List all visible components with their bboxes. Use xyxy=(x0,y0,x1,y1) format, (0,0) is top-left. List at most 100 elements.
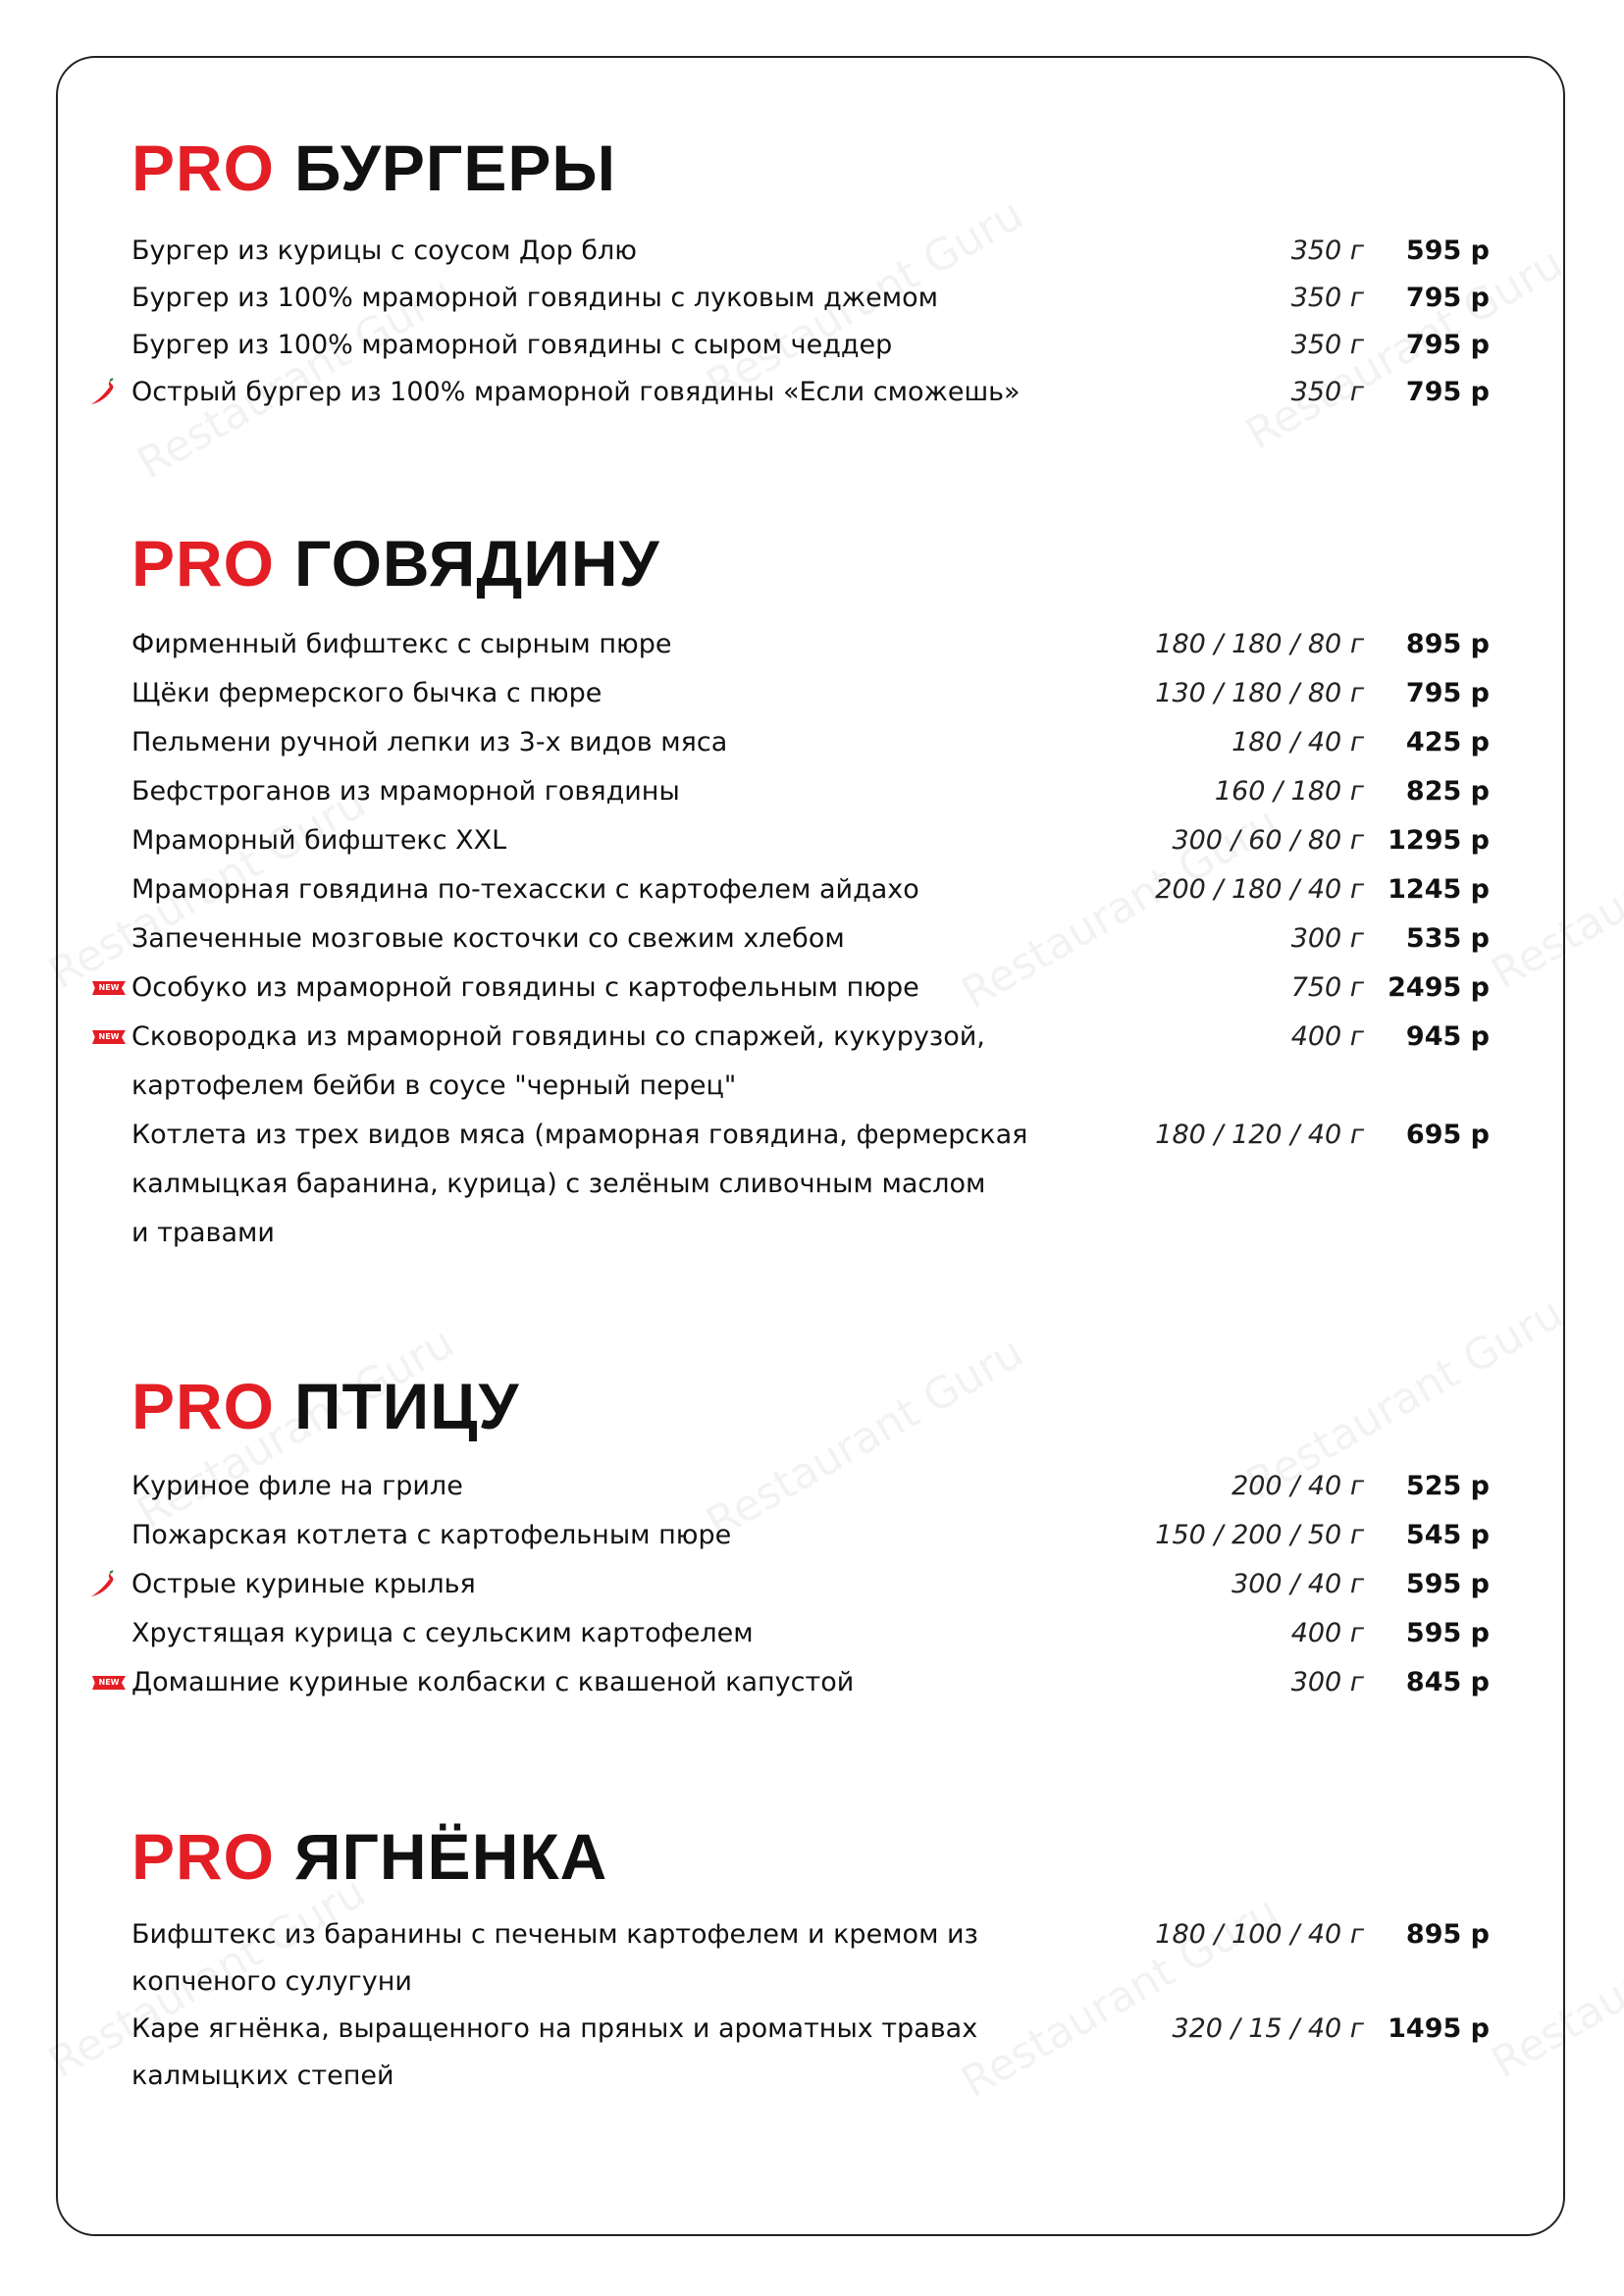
menu-item: Каре ягнёнка, выращенного на пряных и ар… xyxy=(0,2006,1624,2100)
menu-item: Запеченные мозговые косточки со свежим х… xyxy=(0,914,1624,964)
heading-title: ГОВЯДИНУ xyxy=(294,527,660,600)
item-price: 1295 р xyxy=(1388,825,1490,856)
item-price: 895 р xyxy=(1405,629,1490,659)
item-name: Особуко из мраморной говядины с картофел… xyxy=(131,964,1074,1013)
menu-item: Бифштекс из баранины с печеным картофеле… xyxy=(0,1911,1624,2006)
item-weight: 130 / 180 / 80 г xyxy=(1155,678,1364,708)
menu-section: Куриное филе на гриле 200 / 40 г 525 р Пожа… xyxy=(0,1462,1624,1707)
item-name-line: Запеченные мозговые косточки со свежим х… xyxy=(131,923,845,954)
menu-item: Бургер из курицы с соусом Дор блю 350 г 59… xyxy=(0,228,1624,275)
item-name: Острые куриные крылья xyxy=(131,1560,1074,1609)
item-weight: 300 / 60 / 80 г xyxy=(1172,825,1364,856)
item-name-line: Острый бургер из 100% мраморной говядины… xyxy=(131,377,1021,407)
menu-item: NEW Домашние куриные колбаски с квашеной … xyxy=(0,1658,1624,1707)
item-name: Домашние куриные колбаски с квашеной кап… xyxy=(131,1658,1074,1707)
heading-prefix: PRO xyxy=(131,1370,276,1442)
menu-item: Острые куриные крылья 300 / 40 г 595 р xyxy=(0,1560,1624,1609)
new-badge-icon: NEW xyxy=(92,981,126,995)
item-name-line: Фирменный бифштекс с сырным пюре xyxy=(131,629,672,659)
item-price: 545 р xyxy=(1405,1520,1490,1550)
heading-title: ПТИЦУ xyxy=(294,1370,520,1442)
heading-title: ЯГНЁНКА xyxy=(294,1820,608,1893)
item-name: Острый бургер из 100% мраморной говядины… xyxy=(131,369,1074,416)
item-name: Бургер из курицы с соусом Дор блю xyxy=(131,228,1074,275)
item-name-line: Бургер из 100% мраморной говядины с луко… xyxy=(131,283,938,313)
item-price: 1495 р xyxy=(1388,2013,1490,2044)
menu-item: Пожарская котлета с картофельным пюре 150… xyxy=(0,1511,1624,1560)
item-weight: 200 / 40 г xyxy=(1231,1471,1364,1501)
item-weight: 180 / 100 / 40 г xyxy=(1155,1919,1364,1950)
item-price: 945 р xyxy=(1405,1021,1490,1052)
item-weight: 300 г xyxy=(1290,923,1364,954)
menu-item: Щёки фермерского бычка с пюре 130 / 180 /… xyxy=(0,669,1624,718)
item-name-line: Бефстроганов из мраморной говядины xyxy=(131,776,680,807)
item-name: Котлета из трех видов мяса (мраморная го… xyxy=(131,1111,1074,1258)
item-name-line: и травами xyxy=(131,1218,275,1248)
item-name: Каре ягнёнка, выращенного на пряных и ар… xyxy=(131,2006,1074,2100)
item-name-line: Котлета из трех видов мяса (мраморная го… xyxy=(131,1120,1028,1150)
item-weight: 320 / 15 / 40 г xyxy=(1172,2013,1364,2044)
item-name-line: Бургер из 100% мраморной говядины с сыро… xyxy=(131,330,893,360)
item-name-line: Особуко из мраморной говядины с картофел… xyxy=(131,972,919,1003)
menu-page-frame xyxy=(56,56,1565,2236)
item-weight: 300 / 40 г xyxy=(1231,1569,1364,1599)
menu-item: Бургер из 100% мраморной говядины с луко… xyxy=(0,275,1624,322)
item-name-line: Мраморная говядина по-техасски с картофе… xyxy=(131,874,919,905)
section-heading: PRO ЯГНЁНКА xyxy=(131,1824,607,1889)
item-weight: 350 г xyxy=(1290,377,1364,407)
item-name: Сковородка из мраморной говядины со спар… xyxy=(131,1013,1074,1111)
menu-item: Хрустящая курица с сеульским картофелем 4… xyxy=(0,1609,1624,1658)
item-weight: 750 г xyxy=(1290,972,1364,1003)
item-weight: 400 г xyxy=(1290,1021,1364,1052)
item-price: 525 р xyxy=(1405,1471,1490,1501)
item-weight: 180 / 40 г xyxy=(1231,727,1364,757)
new-badge-icon: NEW xyxy=(92,1030,126,1044)
item-weight: 300 г xyxy=(1290,1667,1364,1697)
section-heading: PRO БУРГЕРЫ xyxy=(131,135,616,200)
item-price: 595 р xyxy=(1405,1569,1490,1599)
item-weight: 180 / 180 / 80 г xyxy=(1155,629,1364,659)
item-name-line: Щёки фермерского бычка с пюре xyxy=(131,678,602,708)
item-name: Мраморная говядина по-техасски с картофе… xyxy=(131,865,1074,914)
item-price: 595 р xyxy=(1405,1618,1490,1648)
chili-pepper-icon xyxy=(88,378,116,411)
item-price: 1245 р xyxy=(1388,874,1490,905)
item-price: 2495 р xyxy=(1388,972,1490,1003)
item-name: Мраморный бифштекс XXL xyxy=(131,816,1074,865)
item-name-line: Каре ягнёнка, выращенного на пряных и ар… xyxy=(131,2013,978,2044)
item-name: Бургер из 100% мраморной говядины с луко… xyxy=(131,275,1074,322)
item-price: 825 р xyxy=(1405,776,1490,807)
item-price: 795 р xyxy=(1405,283,1490,313)
menu-item: Фирменный бифштекс с сырным пюре 180 / 18… xyxy=(0,620,1624,669)
item-price: 595 р xyxy=(1405,235,1490,266)
menu-item: NEW Особуко из мраморной говядины с карто… xyxy=(0,964,1624,1013)
item-name: Бефстроганов из мраморной говядины xyxy=(131,767,1074,816)
heading-prefix: PRO xyxy=(131,131,276,204)
menu-item: Острый бургер из 100% мраморной говядины… xyxy=(0,369,1624,416)
new-badge-icon: NEW xyxy=(92,1676,126,1690)
item-name: Хрустящая курица с сеульским картофелем xyxy=(131,1609,1074,1658)
menu-item: Мраморный бифштекс XXL 300 / 60 / 80 г 129… xyxy=(0,816,1624,865)
item-weight: 350 г xyxy=(1290,330,1364,360)
item-name-line: Пожарская котлета с картофельным пюре xyxy=(131,1520,732,1550)
menu-item: NEW Сковородка из мраморной говядины со с… xyxy=(0,1013,1624,1111)
item-price: 795 р xyxy=(1405,330,1490,360)
item-price: 895 р xyxy=(1405,1919,1490,1950)
heading-prefix: PRO xyxy=(131,1820,276,1893)
menu-item: Котлета из трех видов мяса (мраморная го… xyxy=(0,1111,1624,1258)
menu-item: Куриное филе на гриле 200 / 40 г 525 р xyxy=(0,1462,1624,1511)
item-name-line: калмыцкая баранина, курица) с зелёным сл… xyxy=(131,1169,986,1199)
item-name: Фирменный бифштекс с сырным пюре xyxy=(131,620,1074,669)
section-heading: PRO ГОВЯДИНУ xyxy=(131,531,660,596)
heading-prefix: PRO xyxy=(131,527,276,600)
item-weight: 350 г xyxy=(1290,235,1364,266)
item-price: 795 р xyxy=(1405,678,1490,708)
menu-section: Бургер из курицы с соусом Дор блю 350 г 59… xyxy=(0,228,1624,416)
item-name: Запеченные мозговые косточки со свежим х… xyxy=(131,914,1074,964)
item-price: 845 р xyxy=(1405,1667,1490,1697)
item-name: Щёки фермерского бычка с пюре xyxy=(131,669,1074,718)
item-name: Пожарская котлета с картофельным пюре xyxy=(131,1511,1074,1560)
item-name-line: Острые куриные крылья xyxy=(131,1569,476,1599)
item-name-line: Домашние куриные колбаски с квашеной кап… xyxy=(131,1667,855,1697)
item-weight: 200 / 180 / 40 г xyxy=(1155,874,1364,905)
